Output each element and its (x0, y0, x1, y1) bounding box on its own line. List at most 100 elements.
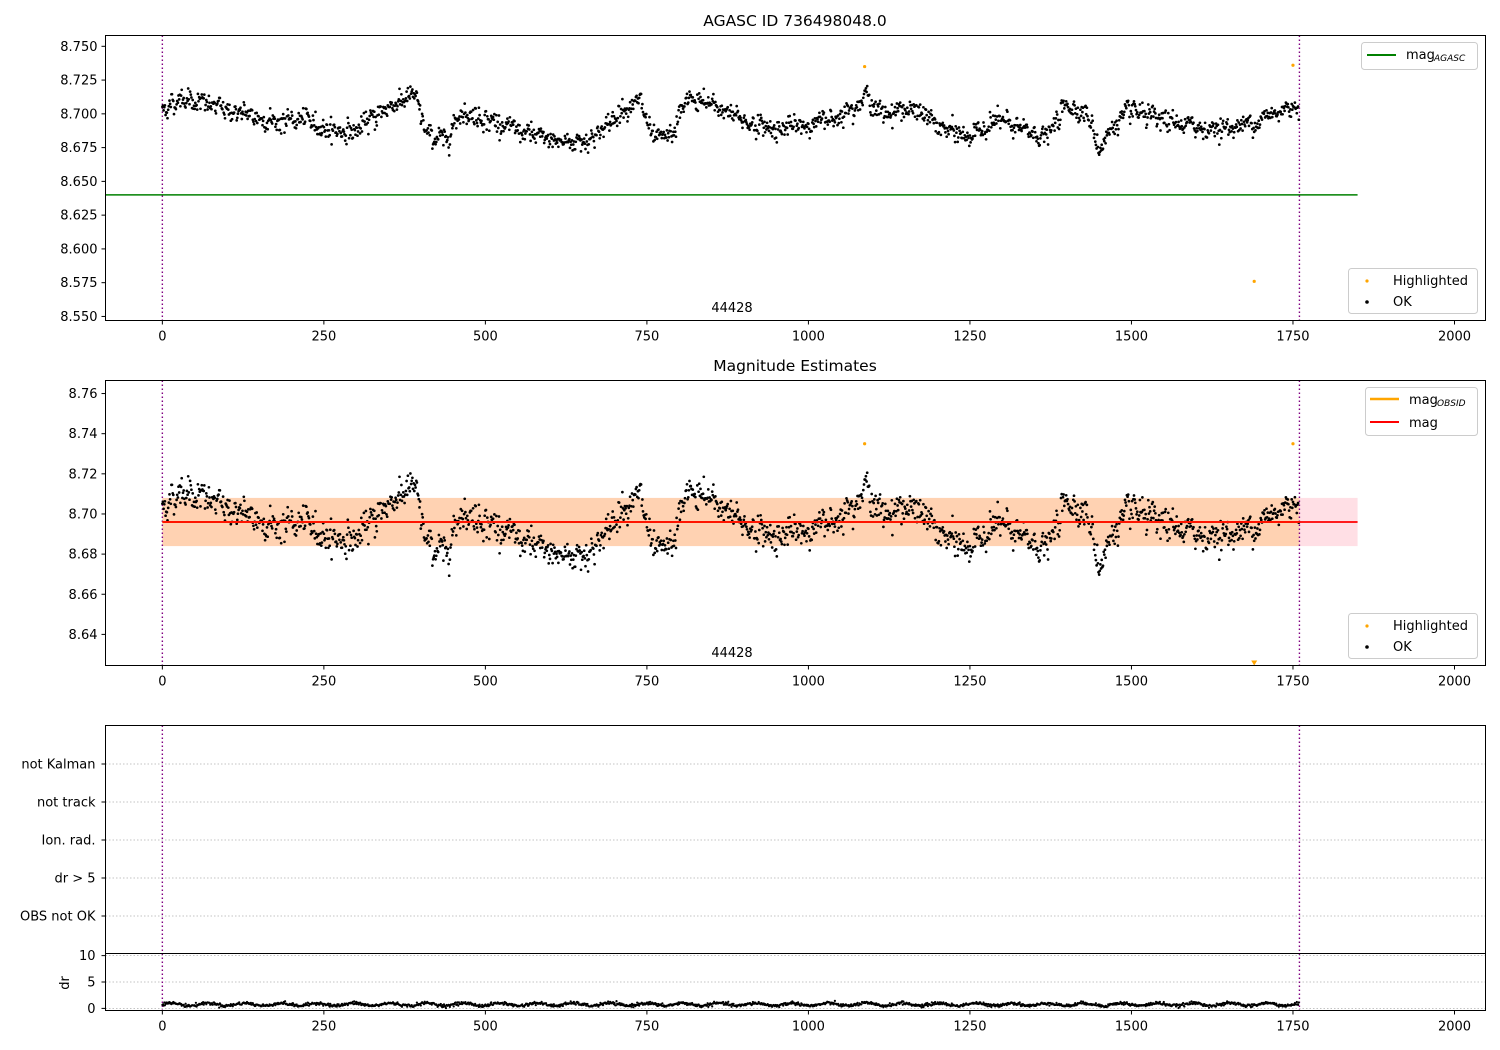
ok-point (934, 129, 938, 133)
ok-point (474, 107, 478, 110)
ok-point (1137, 113, 1141, 117)
ok-point (911, 511, 915, 515)
ok-point (549, 132, 552, 136)
ok-point (339, 131, 343, 135)
ok-point (1135, 110, 1139, 114)
ok-point (631, 505, 635, 508)
ok-point (662, 130, 666, 134)
ok-point (181, 491, 185, 495)
ok-point (504, 532, 507, 536)
ok-point (1144, 512, 1148, 516)
ok-point (1039, 549, 1042, 552)
ok-point (312, 124, 316, 127)
ok-point (341, 128, 345, 131)
ok-point (446, 136, 450, 139)
ok-point (876, 501, 880, 505)
ok-point (911, 111, 915, 115)
ok-point (434, 142, 437, 146)
ok-point (1241, 115, 1245, 119)
ok-point (392, 508, 396, 512)
ok-point (1093, 140, 1097, 143)
ok-point (274, 527, 278, 531)
ok-point (937, 130, 941, 134)
ok-point (208, 496, 211, 499)
ok-point (681, 504, 685, 508)
ok-point (697, 490, 700, 494)
ok-point (539, 127, 543, 130)
ok-point (956, 136, 960, 139)
ok-point (518, 123, 521, 127)
ok-point (719, 113, 723, 117)
ok-point (290, 110, 293, 114)
ok-point (369, 511, 373, 514)
ok-point (807, 535, 811, 538)
ok-point (877, 113, 881, 116)
ok-point (1102, 550, 1106, 554)
ok-point (428, 544, 432, 548)
ok-point (179, 104, 182, 108)
ok-point (952, 537, 956, 541)
ok-point (463, 497, 467, 501)
ok-point (356, 538, 360, 542)
ok-point (171, 99, 175, 103)
ok-point (399, 493, 403, 497)
ok-point (499, 132, 503, 135)
ok-point (832, 522, 836, 526)
ok-point (199, 505, 202, 508)
ok-point (1153, 505, 1157, 508)
dr-point (1005, 1004, 1008, 1007)
ok-point (255, 526, 259, 529)
ok-point (408, 97, 412, 100)
ok-point (381, 111, 385, 115)
ok-point (458, 122, 462, 125)
ok-point (664, 136, 668, 139)
ok-point (499, 542, 503, 545)
dr-point (614, 1004, 618, 1007)
ok-point (984, 137, 988, 141)
ok-point (1179, 522, 1183, 526)
ok-point (797, 126, 801, 130)
ok-point (573, 565, 577, 569)
ok-point (1062, 504, 1066, 508)
ok-point (896, 504, 899, 507)
ok-point (693, 99, 697, 102)
y-tick-label: 8.600 (60, 242, 97, 257)
ok-point (270, 524, 273, 528)
ok-point (864, 87, 868, 90)
ok-point (635, 94, 638, 98)
ok-point (1185, 120, 1189, 124)
ok-point (1201, 539, 1204, 543)
ok-point (441, 543, 445, 547)
ok-point (918, 103, 922, 106)
ok-point (587, 557, 591, 561)
ok-point (760, 522, 764, 526)
ok-point (799, 541, 803, 545)
ok-point (794, 522, 797, 526)
dr-point (184, 1002, 187, 1005)
ok-point (971, 549, 974, 553)
ok-point (1006, 509, 1009, 513)
ok-point (945, 127, 949, 130)
ok-point (982, 531, 986, 534)
ok-point (659, 130, 663, 134)
ok-point (1226, 117, 1230, 121)
ok-point (1211, 124, 1215, 128)
ok-point (674, 135, 678, 139)
ok-point (1099, 563, 1102, 566)
ok-point (879, 111, 883, 115)
ok-point (500, 525, 504, 529)
ok-point (939, 133, 943, 137)
ok-point (343, 542, 346, 546)
ok-point (401, 491, 405, 494)
ok-point (655, 137, 659, 141)
ok-point (234, 105, 237, 108)
ok-point (912, 498, 916, 502)
ok-point (230, 117, 234, 121)
ok-point (518, 554, 522, 558)
ok-point (1217, 143, 1221, 146)
ok-point (210, 505, 213, 509)
ok-point (738, 516, 742, 519)
ok-point (813, 116, 817, 120)
ok-point (805, 531, 809, 535)
ok-point (1049, 537, 1053, 540)
